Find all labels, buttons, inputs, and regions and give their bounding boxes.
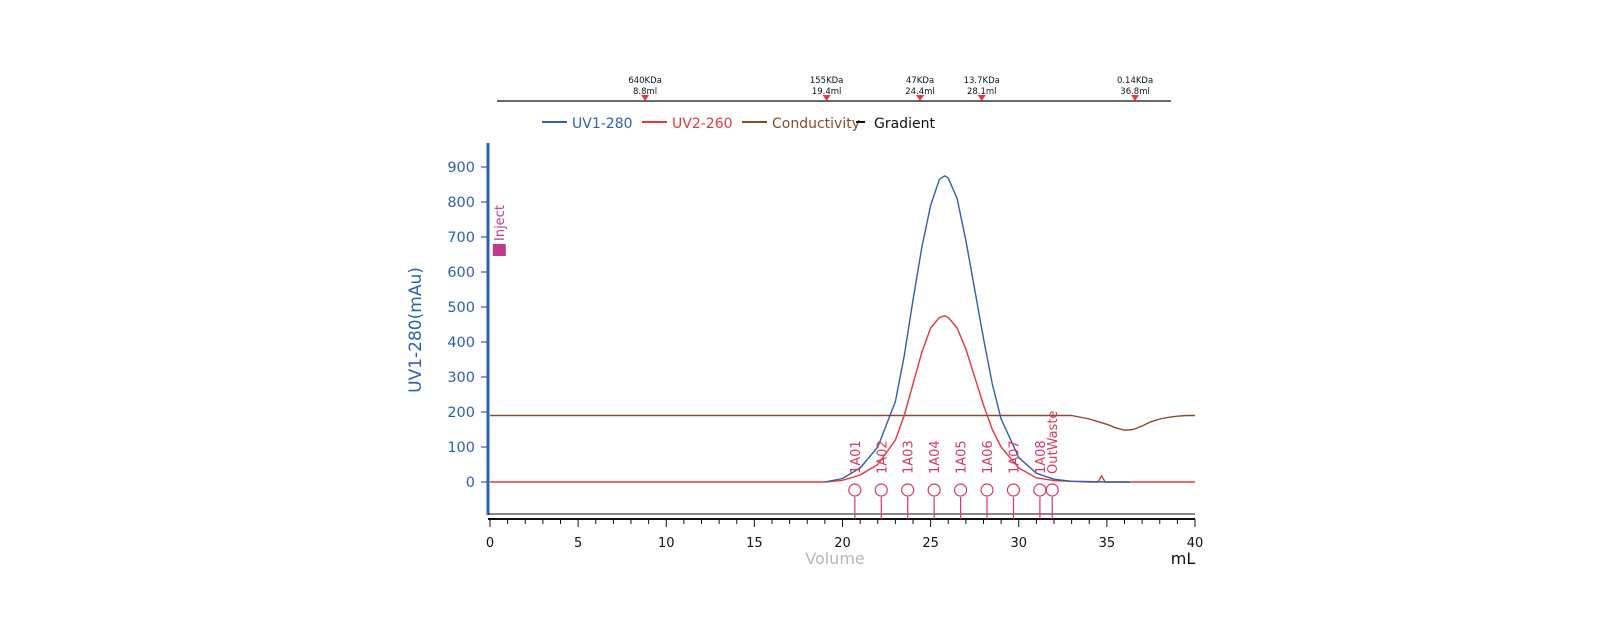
fraction-circle	[901, 483, 915, 497]
x-tick-label: 5	[574, 536, 582, 551]
x-tick-label: 30	[1010, 536, 1027, 551]
legend-label: Gradient	[874, 116, 935, 132]
marker-volume-label: 19.4ml	[812, 87, 842, 97]
legend-label: UV1-280	[572, 116, 633, 132]
marker-mw-label: 0.14KDa	[1117, 76, 1153, 86]
legend-label: Conductivity	[772, 116, 860, 132]
y-axis-title: UV1-280(mAu)	[406, 267, 426, 393]
y-tick-label: 300	[447, 370, 475, 386]
marker-triangle	[916, 95, 925, 101]
fraction-circle	[1006, 483, 1021, 497]
x-tick-label: 0	[486, 536, 494, 551]
y-tick-label: 100	[447, 440, 475, 456]
marker-volume-label: 28.1ml	[967, 87, 997, 97]
inject-square	[492, 244, 506, 256]
inject-marker: Inject	[492, 205, 508, 256]
marker-triangle	[977, 95, 986, 101]
fraction-label: OutWaste	[1046, 411, 1061, 474]
y-tick-label: 700	[447, 230, 475, 246]
series-line-uv1-280	[824, 175, 1130, 483]
fraction-circle	[874, 483, 888, 497]
inject-label: Inject	[493, 205, 508, 241]
fraction-circle	[927, 483, 941, 497]
fraction-circle	[953, 483, 968, 497]
fraction-circle	[1045, 483, 1059, 497]
fraction-label: 1A03	[902, 440, 917, 474]
marker-mw-label: 47KDa	[906, 76, 934, 86]
fraction-circle	[848, 483, 862, 497]
fraction-label: 1A07	[1007, 440, 1022, 474]
x-axis: 0 5 10 15 20 25 30 35 40	[486, 513, 1204, 551]
fraction-label: 1A04	[928, 440, 943, 474]
marker-volume-label: 8.8ml	[633, 87, 657, 97]
plot-series	[490, 175, 1195, 483]
fraction-label: 1A02	[875, 440, 890, 474]
y-tick-label: 200	[447, 405, 475, 421]
y-tick-label: 0	[466, 475, 475, 491]
x-axis-unit: mL	[1171, 549, 1196, 568]
legend: UV1-280 UV2-260 Conductivity Gradient	[542, 116, 935, 132]
x-tick-label: 25	[922, 536, 939, 551]
x-axis-title: Volume	[805, 549, 865, 568]
fraction-circle	[980, 483, 994, 497]
legend-label: UV2-260	[672, 116, 733, 132]
y-tick-label: 800	[447, 195, 475, 211]
x-tick-label: 35	[1099, 536, 1116, 551]
fraction-label: 1A01	[849, 440, 864, 474]
fraction-circle	[1033, 483, 1047, 497]
marker-volume-label: 36.8ml	[1120, 87, 1150, 97]
y-tick-label: 500	[447, 300, 475, 316]
marker-volume-label: 24.4ml	[905, 87, 935, 97]
y-tick-label: 900	[447, 160, 475, 176]
y-tick-label: 400	[447, 335, 475, 351]
x-tick-label: 40	[1187, 536, 1204, 551]
marker-triangle	[822, 95, 831, 101]
marker-triangle	[1131, 95, 1140, 101]
marker-triangle	[641, 95, 650, 101]
fraction-label: 1A05	[955, 440, 970, 474]
y-tick-label: 600	[447, 265, 475, 281]
fraction-label: 1A06	[981, 440, 996, 474]
y-axis: 0 100 200 300 400 500 600 700 800 900	[447, 143, 490, 515]
x-tick-label: 10	[658, 536, 675, 551]
x-tick-label: 20	[834, 536, 851, 551]
marker-mw-label: 155KDa	[810, 76, 844, 86]
marker-mw-label: 13.7KDa	[964, 76, 1000, 86]
fraction-label: 1A08	[1034, 440, 1049, 474]
series-line-conductivity	[490, 414, 1195, 431]
marker-mw-label: 640KDa	[628, 76, 662, 86]
series-line-uv2-260	[490, 315, 1195, 483]
x-tick-label: 15	[746, 536, 763, 551]
